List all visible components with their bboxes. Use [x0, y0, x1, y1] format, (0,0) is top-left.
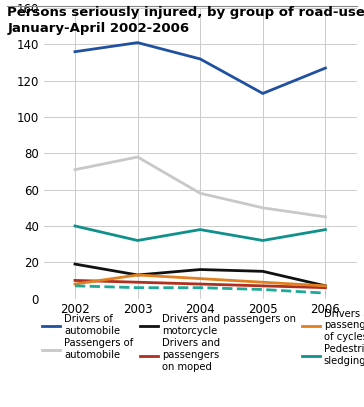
Legend: Drivers of
automobile, Passengers of
automobile, Drivers and passengers on
motor: Drivers of automobile, Passengers of aut… [43, 309, 364, 372]
Text: Persons seriously injured, by group of road-user.
January-April 2002-2006: Persons seriously injured, by group of r… [7, 6, 364, 35]
